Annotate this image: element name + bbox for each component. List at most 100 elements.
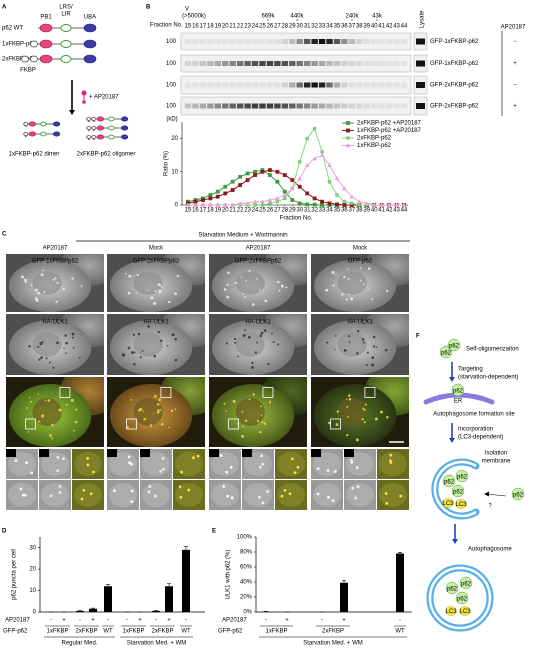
punctum [51, 437, 54, 440]
punctum [180, 470, 183, 474]
punctum [327, 496, 330, 499]
punctum [174, 337, 177, 341]
x-tick-label: 41 [378, 208, 385, 214]
blot-band [318, 39, 326, 44]
punctum [196, 454, 200, 458]
uba-domain [83, 23, 97, 33]
group-label: 2xFKBP [151, 629, 173, 635]
blot-band [184, 61, 192, 66]
treatment-sign: + [513, 104, 517, 110]
blot-band [303, 103, 311, 109]
group-label: WT [103, 629, 113, 635]
x-tick-label: 33 [319, 208, 326, 214]
inset [140, 480, 172, 510]
fraction-number: 23 [244, 24, 251, 30]
fraction-number: 34 [326, 24, 333, 30]
blot-band [266, 82, 274, 88]
micrograph [6, 377, 104, 447]
p62-particle [455, 469, 469, 483]
product-label: 2xFKBP-p62 oligomer [77, 152, 136, 158]
data-point [312, 156, 317, 161]
punctum [134, 351, 136, 354]
punctum [135, 292, 138, 294]
data-point [282, 192, 288, 197]
isolation-membrane-inner [433, 460, 477, 518]
ligand [92, 120, 95, 123]
data-point [312, 196, 317, 201]
blot-band [333, 82, 341, 88]
data-point [304, 162, 310, 167]
punctum [326, 341, 329, 344]
lir-domain [108, 116, 115, 122]
treatment-sign: - [399, 618, 401, 624]
punctum [385, 502, 389, 505]
lc3 [455, 499, 467, 509]
inset: 62 [311, 449, 343, 479]
punctum [225, 410, 227, 412]
blot-band [251, 61, 259, 66]
punctum [86, 456, 90, 460]
ligand [24, 125, 27, 128]
blot-band [318, 61, 326, 66]
channel-label: HA-ULK1 [245, 320, 271, 326]
blot-band [356, 103, 363, 109]
data-point [290, 178, 295, 182]
punctum [263, 329, 267, 332]
lc3-label: LC3 [445, 609, 457, 615]
lc3 [442, 498, 454, 508]
p62-label: p62 [447, 587, 458, 593]
micrograph: HA-ULK1 [209, 314, 307, 375]
x-tick-label: 26 [267, 208, 274, 214]
blot-band [259, 82, 266, 88]
blot-band [281, 103, 289, 109]
fraction-number: 24 [252, 24, 259, 30]
treatment-header: AP20187 [501, 25, 526, 31]
data-point [245, 178, 250, 182]
blot-band [259, 103, 266, 109]
punctum [316, 492, 320, 496]
data-point [245, 200, 250, 206]
blot-band [363, 82, 370, 88]
channel-label: HA-ULK1 [42, 320, 68, 326]
x-tick-label: 18 [207, 208, 214, 214]
data-point [297, 176, 303, 181]
punctum [343, 275, 346, 279]
punctum [235, 281, 238, 284]
punctum [335, 273, 337, 275]
treatment-sign: - [126, 618, 128, 624]
nucleus [32, 398, 62, 426]
punctum [158, 398, 162, 401]
punctum [29, 400, 32, 403]
channel-label: HA-ULK1 [347, 320, 373, 326]
punctum [78, 356, 81, 359]
blot-band [303, 61, 311, 66]
fraction-number: 39 [363, 24, 370, 30]
punctum [363, 283, 365, 286]
punctum [384, 492, 388, 495]
inset-texture [313, 452, 341, 476]
arrow [485, 493, 507, 497]
autophagosome-inner [428, 566, 492, 630]
data-point [335, 202, 339, 207]
punctum [161, 467, 165, 471]
punctum [368, 288, 370, 290]
step-label: Incorporation [458, 427, 493, 433]
blot-band [378, 61, 385, 66]
fraction-number: 43 [393, 24, 400, 30]
step-label: Self-oligomerizaiton [466, 347, 519, 353]
punctum [153, 302, 157, 305]
blot-band [371, 103, 378, 109]
blot-band [348, 82, 356, 88]
inset-texture [211, 483, 239, 507]
step-label: Autophagosome formation site [433, 412, 515, 418]
punctum [254, 351, 257, 354]
fkbp-domain [91, 117, 97, 121]
punctum [45, 357, 48, 360]
inset [377, 480, 409, 510]
punctum [236, 423, 238, 425]
uba-domain [83, 39, 97, 49]
blot-band [311, 103, 318, 109]
punctum [346, 415, 349, 418]
blot-band [311, 61, 318, 66]
inset-tag [242, 449, 252, 457]
